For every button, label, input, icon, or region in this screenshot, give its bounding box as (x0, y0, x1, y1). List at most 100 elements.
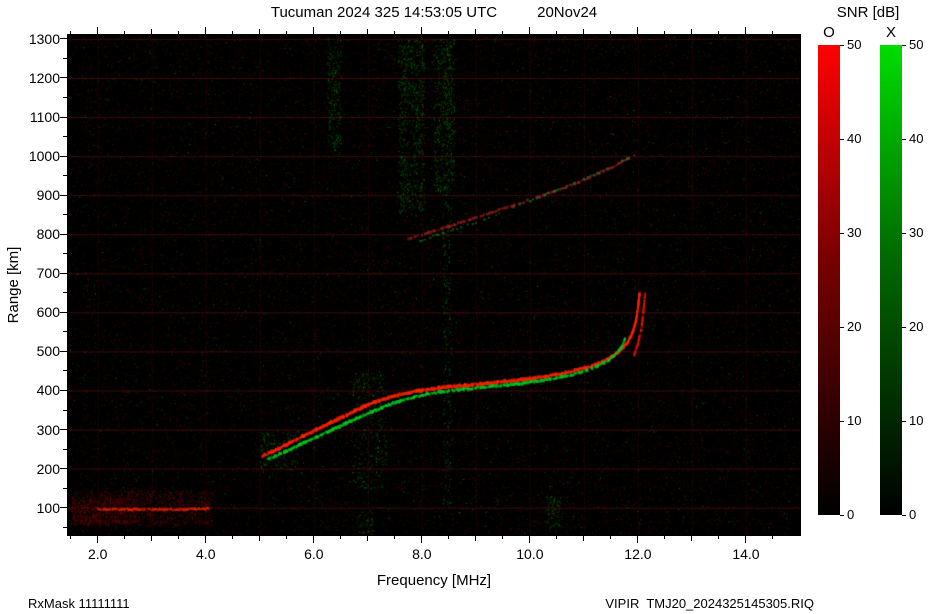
y-axis-major-tick (60, 77, 67, 79)
colorbar-tick (840, 44, 844, 46)
x-axis-tick-label: 4.0 (196, 546, 216, 562)
x-axis-major-tick-top (205, 27, 207, 34)
colorbar-o-label: O (823, 24, 835, 41)
x-axis-minor-tick-top (340, 31, 342, 34)
x-axis-minor-tick (70, 536, 72, 539)
x-axis-minor-tick-top (583, 29, 585, 34)
y-axis-major-tick (60, 507, 67, 509)
y-axis-minor-tick (63, 292, 67, 294)
x-axis-minor-tick (151, 536, 153, 541)
x-axis-minor-tick-top (70, 31, 72, 34)
colorbar-tick-label: 20 (909, 319, 924, 334)
x-axis-minor-tick (367, 536, 369, 541)
colorbar-tick (840, 138, 844, 140)
y-axis-minor-tick (63, 136, 67, 138)
colorbar-tick-label: 20 (847, 319, 862, 334)
x-axis-tick-label: 6.0 (304, 546, 324, 562)
x-axis-tick-label: 14.0 (732, 546, 760, 562)
x-axis-major-tick-top (313, 27, 315, 34)
colorbar-tick (902, 514, 906, 516)
y-axis-major-tick (60, 155, 67, 157)
x-axis-minor-tick (610, 536, 612, 539)
y-axis-tick-label: 1000 (28, 148, 60, 165)
y-axis-tick-label: 900 (36, 187, 60, 204)
colorbar-o (818, 45, 840, 515)
x-axis-tick-label: 8.0 (412, 546, 432, 562)
plot-header: Tucuman 2024 325 14:53:05 UTC 20Nov24 (68, 4, 800, 21)
x-axis-minor-tick-top (151, 29, 153, 34)
colorbar-tick (902, 138, 906, 140)
x-axis-minor-tick (772, 536, 774, 539)
colorbar-tick (840, 514, 844, 516)
y-axis-minor-tick (63, 409, 67, 411)
x-axis-minor-tick (178, 536, 180, 539)
y-axis-tick-label: 1300 (28, 30, 60, 47)
colorbar-tick (902, 44, 906, 46)
x-axis-minor-tick (691, 536, 693, 541)
ionogram-plot-canvas (68, 35, 800, 535)
colorbar-tick (902, 326, 906, 328)
y-axis-tick-label: 300 (36, 421, 60, 438)
colorbar-x (880, 45, 902, 515)
x-axis-major-tick-top (529, 27, 531, 34)
x-axis-minor-tick-top (259, 29, 261, 34)
colorbar-tick-label: 50 (847, 37, 862, 52)
x-axis-minor-tick (394, 536, 396, 539)
x-axis-major-tick (205, 536, 207, 543)
x-axis-minor-tick (448, 536, 450, 539)
x-axis-minor-tick-top (718, 31, 720, 34)
snr-colorbar-title: SNR [dB] (836, 4, 900, 21)
y-axis-tick-label: 500 (36, 343, 60, 360)
x-axis-major-tick (637, 536, 639, 543)
y-axis-tick-label: 1200 (28, 69, 60, 86)
x-axis-major-tick (97, 536, 99, 543)
x-axis-minor-tick (286, 536, 288, 539)
plot-title: Tucuman 2024 325 14:53:05 UTC (270, 4, 498, 21)
y-axis-major-tick (60, 429, 67, 431)
colorbar-tick (840, 326, 844, 328)
x-axis-minor-tick-top (124, 31, 126, 34)
x-axis-minor-tick-top (232, 31, 234, 34)
x-axis-label: Frequency [MHz] (376, 572, 492, 589)
x-axis-major-tick (529, 536, 531, 543)
x-axis-minor-tick-top (475, 29, 477, 34)
x-axis-minor-tick (259, 536, 261, 541)
y-axis-major-tick (60, 233, 67, 235)
x-axis-minor-tick-top (286, 31, 288, 34)
y-axis-minor-tick (63, 97, 67, 98)
x-axis-major-tick-top (97, 27, 99, 34)
y-axis-label: Range [km] (5, 246, 22, 324)
x-axis-minor-tick-top (610, 31, 612, 34)
colorbar-tick-label: 0 (909, 507, 917, 522)
x-axis-minor-tick (340, 536, 342, 539)
x-axis-tick-label: 10.0 (516, 546, 544, 562)
x-axis-minor-tick-top (664, 31, 666, 34)
y-axis-major-tick (60, 468, 67, 470)
y-axis-major-tick (60, 38, 67, 40)
colorbar-tick-label: 30 (847, 225, 862, 240)
y-axis-minor-tick (63, 526, 67, 528)
x-axis-minor-tick-top (502, 31, 504, 34)
colorbar-tick-label: 40 (847, 131, 862, 146)
rxmask-text: RxMask 11111111 (28, 596, 130, 611)
x-axis-minor-tick (583, 536, 585, 541)
plot-date: 20Nov24 (537, 4, 598, 21)
colorbar-tick-label: 10 (847, 413, 862, 428)
x-axis-minor-tick-top (772, 31, 774, 34)
colorbar-x-label: X (885, 24, 896, 41)
x-axis-major-tick (745, 536, 747, 543)
filename-text: VIPIR TMJ20_2024325145305.RIQ (605, 596, 814, 611)
x-axis-minor-tick (475, 536, 477, 541)
y-axis-minor-tick (63, 57, 67, 59)
x-axis-minor-tick (124, 536, 126, 539)
y-axis-minor-tick (63, 331, 67, 333)
y-axis-major-tick (60, 389, 67, 391)
x-axis-minor-tick (502, 536, 504, 539)
colorbar-tick-label: 40 (909, 131, 924, 146)
colorbar-tick (840, 420, 844, 422)
x-axis-minor-tick (718, 536, 720, 539)
x-axis-major-tick (313, 536, 315, 543)
x-axis-major-tick-top (637, 27, 639, 34)
x-axis-minor-tick-top (448, 31, 450, 34)
